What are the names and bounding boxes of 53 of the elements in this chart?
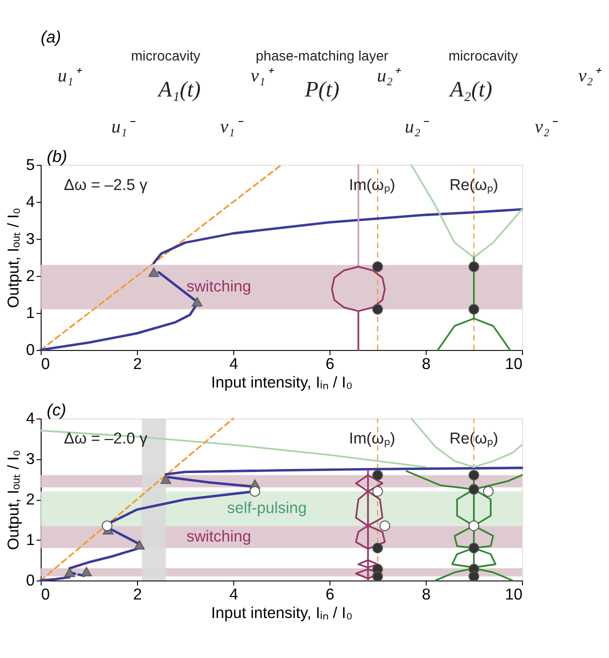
- band-label: self-pulsing: [227, 500, 307, 518]
- y-tick-label: 0: [26, 342, 35, 360]
- x-tick-label: 0: [41, 586, 50, 604]
- x-axis-title: Input intensity, Iᵢₙ / I₀: [211, 604, 353, 622]
- y-axis-title: Output, Iₒᵤₜ / I₀: [6, 208, 23, 308]
- text: A₂(t): [448, 76, 492, 102]
- text: v₁⁻: [220, 117, 244, 138]
- x-tick-label: 2: [133, 586, 142, 604]
- text: v₂⁺: [578, 66, 602, 87]
- x-tick-label: 2: [133, 356, 142, 373]
- y-tick-label: 3: [26, 231, 35, 248]
- annotation: Im(ωₚ): [348, 430, 396, 448]
- text: v₂⁻: [534, 117, 558, 138]
- y-tick-label: 2: [26, 268, 35, 286]
- x-tick-label: 0: [41, 356, 50, 373]
- y-tick-label: 4: [26, 194, 35, 211]
- annotation: Δω = –2.0 γ: [64, 430, 148, 448]
- text: u₁⁺: [58, 66, 82, 87]
- y-tick-label: 1: [26, 532, 35, 550]
- x-tick-label: 10: [504, 586, 523, 604]
- text: P(t): [304, 76, 340, 102]
- x-tick-label: 6: [326, 586, 335, 604]
- annotation: Δω = –2.5 γ: [64, 176, 148, 194]
- y-tick-label: 4: [26, 410, 35, 428]
- text: u₂⁻: [404, 117, 430, 138]
- text: microcavity: [448, 47, 518, 64]
- x-tick-label: 4: [229, 586, 238, 604]
- x-tick-label: 4: [229, 356, 238, 373]
- y-tick-label: 0: [26, 572, 35, 590]
- chart-title: (b): [46, 147, 68, 166]
- annotation: Re(ωₚ): [449, 176, 498, 194]
- annotation: Im(ωₚ): [348, 176, 396, 194]
- x-tick-label: 8: [422, 356, 431, 373]
- band-label: switching: [186, 278, 252, 296]
- text: u₁⁻: [111, 117, 136, 138]
- text: A₁(t): [156, 76, 201, 102]
- band-label: switching: [186, 528, 252, 546]
- text: (a): [40, 28, 62, 47]
- x-tick-label: 6: [326, 356, 335, 373]
- annotation: Re(ωₚ): [449, 430, 498, 448]
- y-tick-label: 5: [26, 156, 35, 174]
- text: phase-matching layer: [256, 47, 389, 64]
- chart-title: (c): [46, 400, 66, 420]
- text: microcavity: [130, 47, 200, 64]
- y-tick-label: 3: [26, 451, 35, 468]
- x-tick-label: 8: [422, 586, 431, 604]
- text: v₁⁺: [250, 66, 274, 87]
- x-tick-label: 10: [504, 356, 523, 373]
- y-tick-label: 1: [26, 305, 35, 322]
- y-tick-label: 2: [26, 492, 35, 509]
- x-axis-title: Input intensity, Iᵢₙ / I₀: [211, 374, 353, 392]
- text: u₂⁺: [376, 66, 402, 87]
- y-axis-title: Output, Iₒᵤₜ / I₀: [6, 450, 23, 550]
